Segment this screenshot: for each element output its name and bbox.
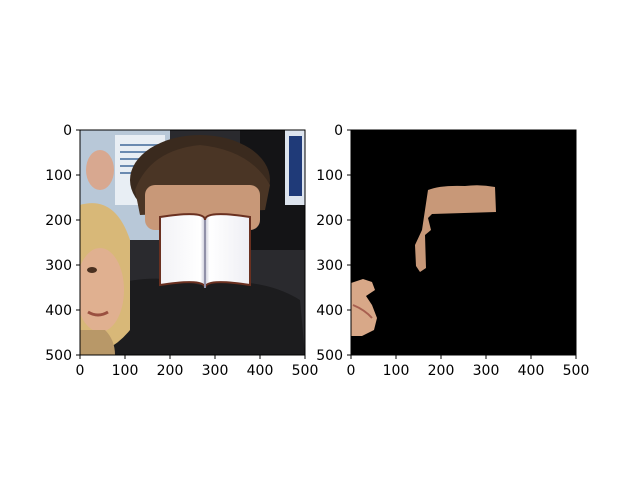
book-icon	[159, 213, 251, 289]
photo-panel	[80, 130, 305, 355]
man-jacket	[80, 278, 305, 355]
y-tick-label: 200	[316, 213, 343, 229]
y-tick-label: 500	[316, 348, 343, 364]
x-tick-label: 0	[76, 363, 85, 379]
y-tick-label: 400	[316, 303, 343, 319]
mask-axes-frame	[350, 129, 577, 356]
photo-axes-frame	[79, 129, 306, 356]
x-tick-label: 500	[292, 363, 319, 379]
y-tick-label: 300	[45, 258, 72, 274]
x-tick-label: 400	[247, 363, 274, 379]
y-tick-label: 100	[45, 168, 72, 184]
mask-face-region	[351, 279, 377, 336]
x-tick-label: 100	[383, 363, 410, 379]
y-tick-label: 100	[316, 168, 343, 184]
y-tick-label: 200	[45, 213, 72, 229]
x-tick-label: 0	[347, 363, 356, 379]
y-tick-label: 400	[45, 303, 72, 319]
mask-background	[351, 130, 576, 355]
y-tick-label: 0	[334, 123, 343, 139]
mask-forehead-region	[415, 185, 496, 272]
x-tick-label: 500	[563, 363, 590, 379]
mask-panel	[351, 130, 576, 355]
y-tick-label: 0	[63, 123, 72, 139]
x-tick-label: 200	[157, 363, 184, 379]
x-tick-label: 300	[202, 363, 229, 379]
y-tick-label: 300	[316, 258, 343, 274]
y-tick-label: 500	[45, 348, 72, 364]
x-tick-label: 300	[473, 363, 500, 379]
x-tick-label: 400	[518, 363, 545, 379]
x-tick-label: 100	[112, 363, 139, 379]
x-tick-label: 200	[428, 363, 455, 379]
woman	[80, 203, 130, 355]
